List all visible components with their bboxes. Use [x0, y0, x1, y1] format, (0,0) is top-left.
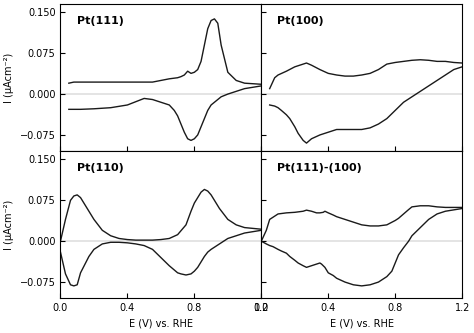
X-axis label: E (V) vs. RHE: E (V) vs. RHE	[330, 319, 394, 329]
Y-axis label: I (μAcm⁻²): I (μAcm⁻²)	[4, 53, 14, 103]
Text: Pt(111)-(100): Pt(111)-(100)	[277, 163, 362, 173]
Text: Pt(110): Pt(110)	[76, 163, 123, 173]
Text: Pt(100): Pt(100)	[277, 16, 324, 26]
Y-axis label: I (μAcm⁻²): I (μAcm⁻²)	[4, 200, 14, 250]
X-axis label: E (V) vs. RHE: E (V) vs. RHE	[129, 319, 193, 329]
Text: Pt(111): Pt(111)	[76, 16, 123, 26]
